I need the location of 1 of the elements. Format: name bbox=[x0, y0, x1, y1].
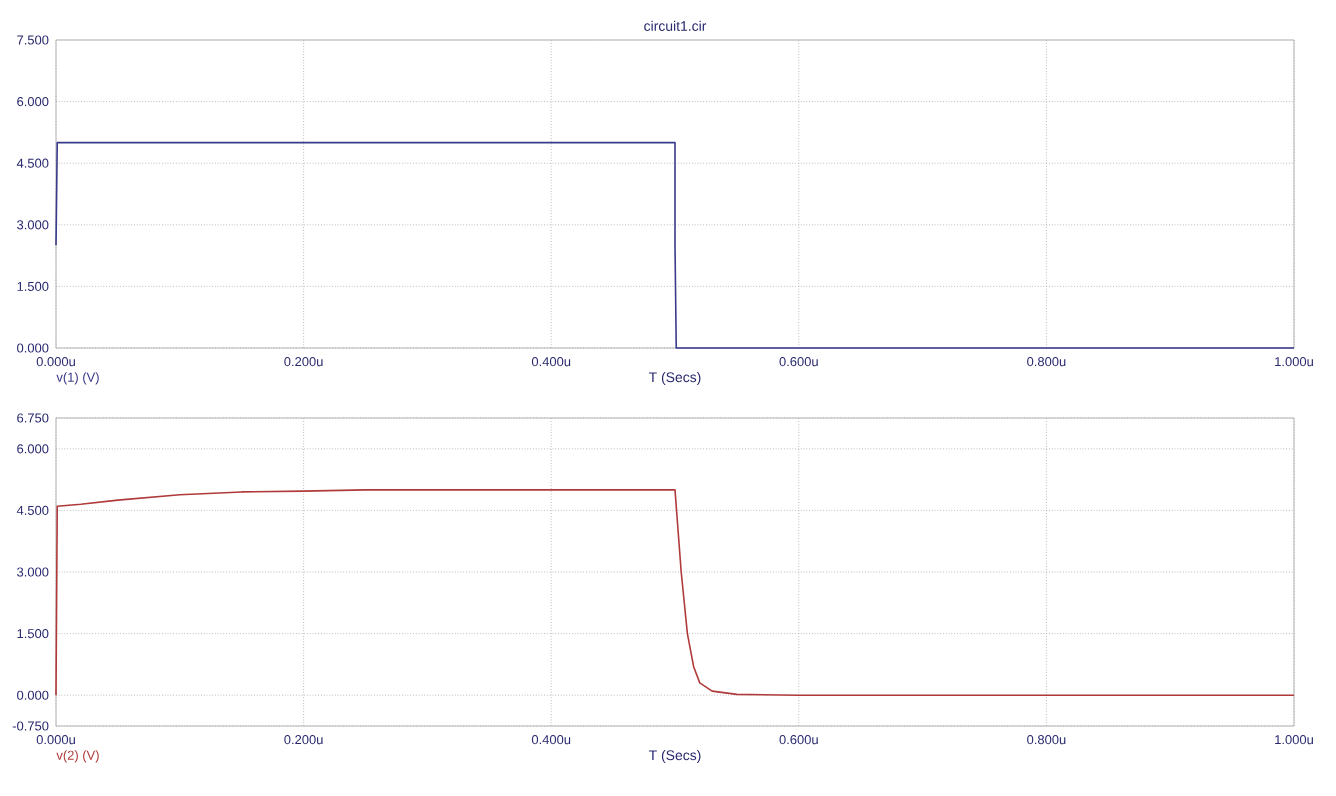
line-series bbox=[55, 489, 1295, 696]
